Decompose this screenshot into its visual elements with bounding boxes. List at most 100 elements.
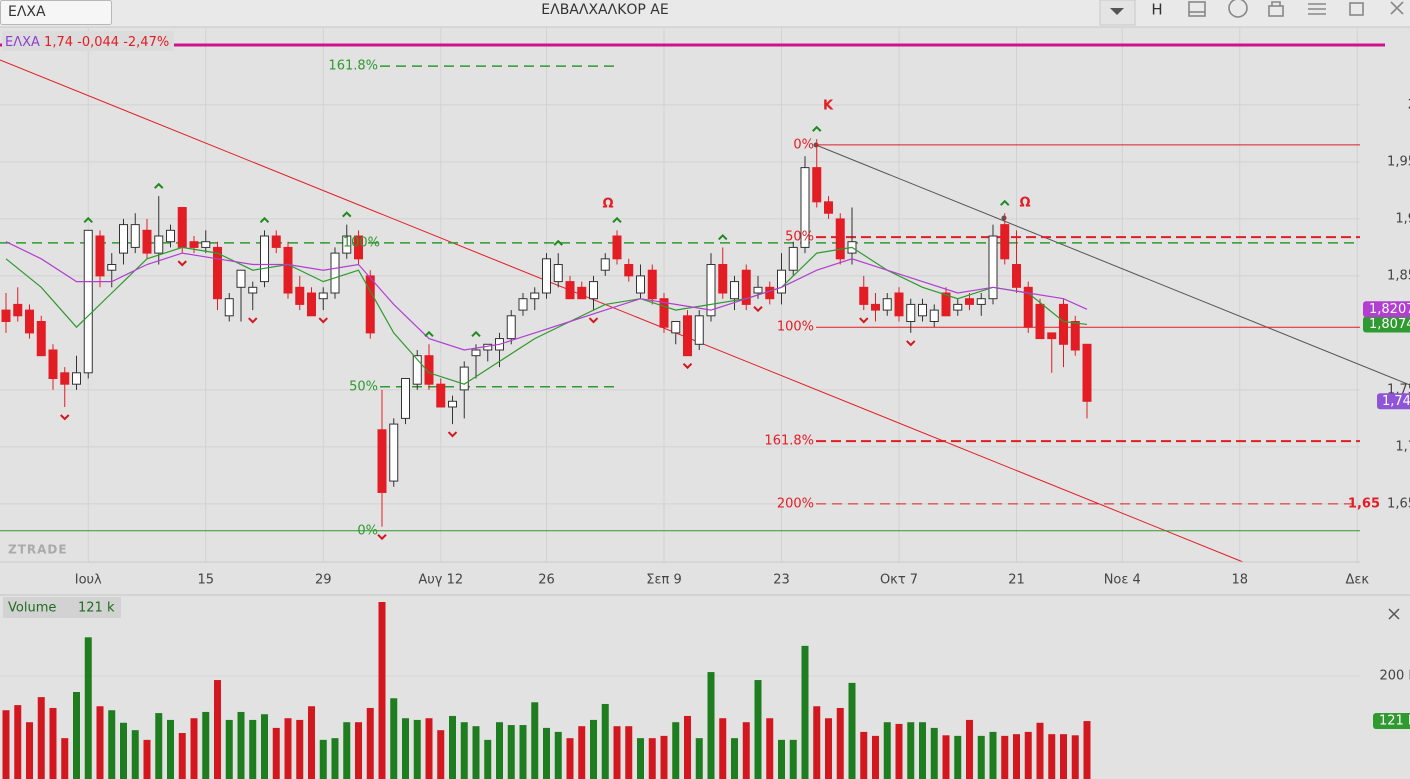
volume-bar bbox=[836, 707, 844, 779]
save-icon[interactable] bbox=[1188, 1, 1206, 17]
x-tick-label: 23 bbox=[773, 573, 790, 588]
quote: ΕΛΧΑ 1,74 -0,044 -2,47% bbox=[5, 35, 169, 50]
y-tick-label: 1,95 bbox=[1387, 154, 1410, 169]
y-tick-label: 1,9 bbox=[1395, 211, 1410, 226]
volume-bar bbox=[719, 718, 727, 779]
candle-body bbox=[988, 235, 998, 300]
volume-bar bbox=[754, 680, 762, 779]
candle-body bbox=[976, 298, 986, 305]
volume-bar bbox=[26, 722, 33, 779]
toolbar-button[interactable]: H bbox=[1151, 1, 1162, 19]
volume-bar bbox=[131, 730, 139, 779]
candle-body bbox=[36, 321, 46, 357]
candle-body bbox=[60, 372, 70, 385]
candle-body bbox=[812, 167, 822, 203]
toolbar bbox=[0, 0, 1410, 27]
y-tick-label: 200 k bbox=[1380, 669, 1410, 684]
candle-body bbox=[412, 355, 422, 385]
volume-bar bbox=[684, 715, 691, 779]
volume-bar bbox=[296, 719, 304, 779]
volume-bar bbox=[860, 731, 868, 779]
candle-body bbox=[859, 286, 869, 305]
volume-bar bbox=[989, 731, 997, 779]
volume-bar bbox=[366, 707, 374, 779]
x-tick-label: 26 bbox=[538, 573, 555, 588]
volume-bar bbox=[390, 698, 398, 779]
trend-line bbox=[815, 144, 1410, 386]
restore-icon[interactable] bbox=[1349, 2, 1364, 16]
candle-body bbox=[671, 321, 681, 334]
volume-bar bbox=[355, 722, 362, 779]
price-tag-label: 1,8074 bbox=[1369, 317, 1410, 332]
watermark: ZTRADE bbox=[8, 543, 68, 557]
close-icon[interactable] bbox=[1390, 1, 1404, 15]
candle-body bbox=[565, 281, 575, 300]
volume-bar bbox=[707, 672, 715, 779]
fib-label: 50% bbox=[785, 230, 814, 245]
up-marker bbox=[471, 330, 481, 338]
candle-body bbox=[918, 303, 927, 317]
x-tick-label: Δεκ bbox=[1345, 573, 1369, 588]
volume-bar bbox=[907, 722, 915, 779]
close-pane[interactable] bbox=[1388, 608, 1400, 620]
candle-body bbox=[142, 229, 152, 254]
price-tag-label: 1,8207 bbox=[1369, 302, 1410, 317]
volume-bar bbox=[84, 637, 92, 779]
volume-bar bbox=[449, 715, 456, 779]
down-marker bbox=[248, 317, 258, 324]
moving-average bbox=[5, 241, 1088, 351]
volume-bar bbox=[284, 718, 292, 779]
volume-bar bbox=[496, 722, 503, 779]
volume-bar bbox=[825, 718, 832, 779]
quote-box bbox=[2, 31, 174, 51]
volume-bar bbox=[731, 738, 738, 779]
volume-bar bbox=[378, 601, 386, 779]
volume-bar bbox=[1001, 735, 1009, 779]
candle-body bbox=[929, 309, 939, 323]
x-tick-label: 21 bbox=[1008, 573, 1025, 588]
candle-body bbox=[800, 167, 810, 248]
candle-body bbox=[130, 224, 140, 248]
volume-bar bbox=[507, 725, 515, 779]
up-marker bbox=[718, 233, 728, 241]
volume-bar bbox=[214, 680, 221, 779]
volume-bar bbox=[778, 739, 785, 779]
comment-icon[interactable] bbox=[1228, 0, 1248, 18]
volume-bar bbox=[143, 739, 151, 779]
volume-bar bbox=[402, 718, 409, 779]
volume-bar bbox=[848, 682, 856, 779]
quote-symbol: ΕΛΧΑ bbox=[5, 35, 40, 50]
volume-tag-label: 121 k bbox=[1379, 714, 1410, 729]
candle-body bbox=[882, 298, 892, 311]
candle-body bbox=[871, 303, 880, 311]
fib-label: 100% bbox=[777, 320, 814, 335]
candle-body bbox=[589, 281, 598, 300]
volume-bar bbox=[566, 738, 574, 779]
candle-body bbox=[271, 235, 281, 248]
lock-icon[interactable] bbox=[1268, 5, 1284, 17]
candle-body bbox=[177, 207, 187, 248]
symbol-input[interactable] bbox=[0, 0, 112, 25]
menu-icon[interactable] bbox=[1308, 3, 1326, 15]
down-marker bbox=[318, 317, 328, 324]
candle-body bbox=[765, 286, 775, 300]
volume-bar bbox=[14, 705, 22, 779]
candle-body bbox=[260, 235, 269, 283]
volume-bar bbox=[460, 722, 468, 779]
up-marker bbox=[83, 216, 93, 224]
candle-body bbox=[459, 366, 469, 391]
candle-body bbox=[577, 286, 587, 300]
candle-body bbox=[753, 286, 763, 294]
volume-bar bbox=[543, 727, 550, 779]
candle-body bbox=[730, 281, 739, 300]
candle-body bbox=[965, 298, 974, 305]
down-marker bbox=[906, 340, 916, 347]
fib-label: 161.8% bbox=[764, 434, 814, 449]
candle-body bbox=[248, 286, 258, 294]
volume-bar bbox=[872, 735, 879, 779]
volume-bar bbox=[167, 719, 174, 779]
volume-bar bbox=[73, 692, 80, 779]
quote-change-pct: -2,47% bbox=[123, 35, 169, 50]
volume-bar bbox=[813, 706, 821, 779]
